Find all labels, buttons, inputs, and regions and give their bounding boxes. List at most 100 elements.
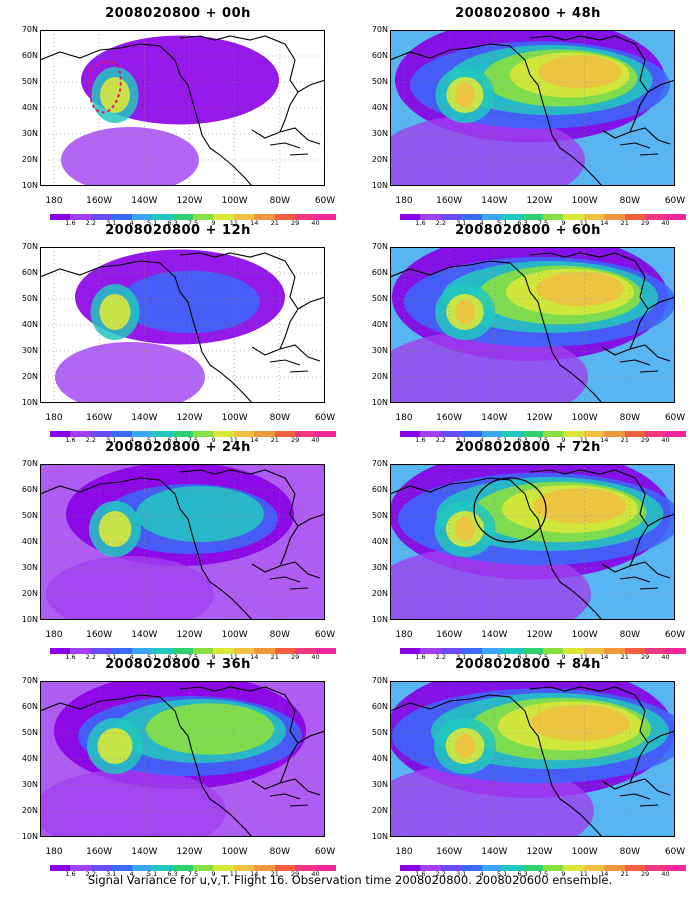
colorbar-label: 6.3: [517, 219, 528, 227]
colorbar-label: 5.1: [496, 653, 508, 661]
x-tick-label: 120W: [176, 196, 203, 206]
colorbar: [50, 214, 336, 220]
coastline: [619, 142, 659, 156]
coastline: [390, 694, 603, 837]
colorbar-label: 3.1: [456, 436, 467, 444]
coastline: [529, 35, 675, 93]
colorbar-swatch: [440, 214, 462, 220]
y-tick-label: 30N: [371, 780, 388, 789]
x-tick-label: 80W: [269, 413, 290, 423]
y-tick-label: 70N: [21, 676, 38, 685]
x-tick-label: 60W: [664, 630, 686, 640]
x-tick-label: 140W: [131, 630, 158, 640]
colorbar-label: 2.2: [85, 436, 97, 444]
y-tick-label: 20N: [21, 372, 38, 381]
y-tick-label: 60N: [21, 51, 38, 60]
colorbar-swatch: [111, 865, 132, 871]
y-tick-label: 20N: [371, 155, 388, 164]
colorbar-swatch: [461, 865, 482, 871]
colorbar-label: 1.6: [65, 653, 76, 661]
x-tick-label: 60W: [314, 630, 336, 640]
coastline: [179, 686, 325, 744]
colorbar-label: 11: [229, 219, 238, 227]
variance-contour-blob: [55, 342, 205, 403]
coastline: [619, 576, 659, 590]
panel-title: 2008020800 + 24h: [105, 440, 251, 455]
colorbar-label: 29: [641, 436, 650, 444]
colorbar-swatch: [440, 865, 462, 871]
y-tick-label: 50N: [371, 511, 388, 520]
colorbar-label: 29: [291, 870, 300, 878]
colorbar-swatch: [420, 648, 441, 654]
y-tick-label: 60N: [371, 485, 388, 494]
x-tick-label: 80W: [269, 630, 290, 640]
map-plot: [390, 30, 675, 186]
x-tick-label: 180: [395, 847, 413, 857]
colorbar-label: 29: [291, 653, 300, 661]
colorbar-label: 14: [600, 870, 609, 878]
colorbar: [50, 865, 336, 871]
y-tick-label: 60N: [371, 702, 388, 711]
coastline: [279, 91, 299, 133]
colorbar-label: 6.3: [517, 653, 528, 661]
x-tick-label: 120W: [526, 847, 553, 857]
colorbar-swatch: [213, 214, 234, 220]
x-tick-label: 80W: [619, 413, 640, 423]
x-tick-label: 120W: [526, 413, 553, 423]
colorbar: [50, 431, 336, 437]
colorbar-label: 11: [579, 653, 588, 661]
colorbar-label: 14: [250, 653, 259, 661]
colorbar-label: 6.3: [167, 653, 178, 661]
y-tick-label: 70N: [371, 676, 388, 685]
x-tick-label: 180: [395, 413, 413, 423]
x-tick-label: 140W: [481, 630, 508, 640]
colorbar-label: 11: [229, 653, 238, 661]
coastline: [629, 742, 649, 784]
colorbar-label: 5.1: [496, 436, 508, 444]
x-tick-label: 160W: [86, 847, 113, 857]
x-tick-label: 160W: [86, 413, 113, 423]
x-tick-label: 100W: [571, 196, 598, 206]
colorbar-swatch: [50, 214, 71, 220]
coastline: [601, 561, 671, 579]
y-tick-label: 10N: [371, 398, 388, 407]
colorbar-labels: 1.6 2.2 3.1 4 5.1 6.3 7.5 9 11 14 21 29 40: [50, 436, 336, 444]
x-tick-label: 60W: [314, 847, 336, 857]
colorbar-swatch: [213, 648, 234, 654]
colorbar-label: 7.5: [187, 653, 199, 661]
colorbar-labels: 1.6 2.2 3.1 4 5.1 6.3 7.5 9 11 14 21 29 40: [50, 870, 336, 878]
colorbar-swatch: [172, 431, 193, 437]
colorbar-swatch: [90, 431, 112, 437]
variance-contour-blob: [538, 55, 622, 89]
colorbar-labels: 1.6 2.2 3.1 4 5.1 6.3 7.5 9 11 14 21 29 40: [400, 653, 686, 661]
colorbar-label: 40: [311, 436, 320, 444]
colorbar-label: 1.6: [415, 219, 426, 227]
colorbar-swatch: [192, 431, 214, 437]
colorbar-swatch: [192, 214, 214, 220]
colorbar-swatch: [624, 214, 646, 220]
x-tick-label: 120W: [176, 847, 203, 857]
colorbar-label: 14: [600, 653, 609, 661]
y-tick-label: 30N: [371, 346, 388, 355]
colorbar-swatch: [131, 214, 153, 220]
colorbar-swatch: [665, 214, 686, 220]
x-tick-label: 180: [45, 196, 63, 206]
y-tick-label: 10N: [371, 832, 388, 841]
colorbar-swatch: [481, 214, 503, 220]
y-tick-label: 70N: [21, 242, 38, 251]
colorbar-swatch: [645, 214, 666, 220]
colorbar-label: 21: [270, 653, 279, 661]
x-tick-label: 80W: [269, 847, 290, 857]
x-tick-label: 160W: [436, 630, 463, 640]
colorbar-label: 1.6: [415, 870, 426, 878]
variance-contour-blob: [146, 703, 274, 755]
x-tick-label: 160W: [86, 630, 113, 640]
y-tick-label: 70N: [21, 25, 38, 34]
x-tick-label: 180: [395, 630, 413, 640]
x-tick-label: 160W: [436, 847, 463, 857]
colorbar-swatch: [400, 214, 421, 220]
y-tick-label: 40N: [21, 537, 38, 546]
forecast-panel: 2008020800 + 36h 70N 60N 50N 40N 30N 20N 10N 180…: [8, 657, 348, 878]
variance-contour-blob: [455, 83, 475, 107]
y-tick-label: 50N: [21, 77, 38, 86]
